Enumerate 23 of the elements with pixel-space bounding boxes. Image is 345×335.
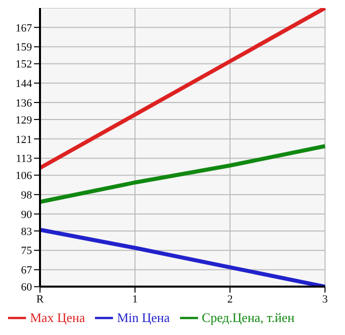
y-tick-label: 60 <box>21 282 32 294</box>
y-tick-label: 129 <box>16 114 32 126</box>
y-tick-label: 152 <box>16 58 32 71</box>
y-tick-label: 106 <box>16 170 32 182</box>
y-tick-label: 113 <box>16 153 32 166</box>
y-tick-label: 144 <box>16 78 32 90</box>
y-tick-label: 136 <box>16 97 32 110</box>
y-tick-label: 83 <box>21 226 32 238</box>
y-tick-label: 98 <box>21 189 32 202</box>
x-tick-label: 1 <box>132 293 138 306</box>
y-tick-label: 159 <box>16 42 32 54</box>
legend-label: Сред.Цена, т.йен <box>202 310 294 325</box>
y-tick-label: 167 <box>16 22 32 34</box>
y-tick-label: 75 <box>21 245 32 258</box>
y-tick-label: 90 <box>21 208 32 221</box>
x-tick-label: 3 <box>322 293 328 306</box>
x-tick-label: R <box>36 293 44 306</box>
legend-label: Min Цена <box>116 310 170 325</box>
line-series <box>38 144 327 204</box>
x-tick-label: 2 <box>227 293 233 306</box>
y-tick-label: 67 <box>21 264 32 277</box>
legend-label: Max Цена <box>30 310 85 325</box>
y-tick-label: 121 <box>16 134 32 146</box>
